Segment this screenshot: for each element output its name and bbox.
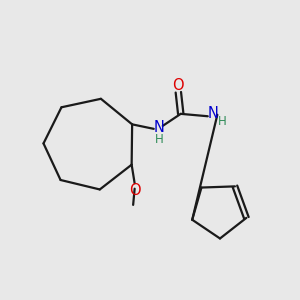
Text: H: H <box>218 115 227 128</box>
Text: N: N <box>207 106 218 121</box>
Text: O: O <box>129 183 141 198</box>
Text: O: O <box>172 78 184 93</box>
Text: N: N <box>153 120 164 135</box>
Text: H: H <box>154 133 163 146</box>
